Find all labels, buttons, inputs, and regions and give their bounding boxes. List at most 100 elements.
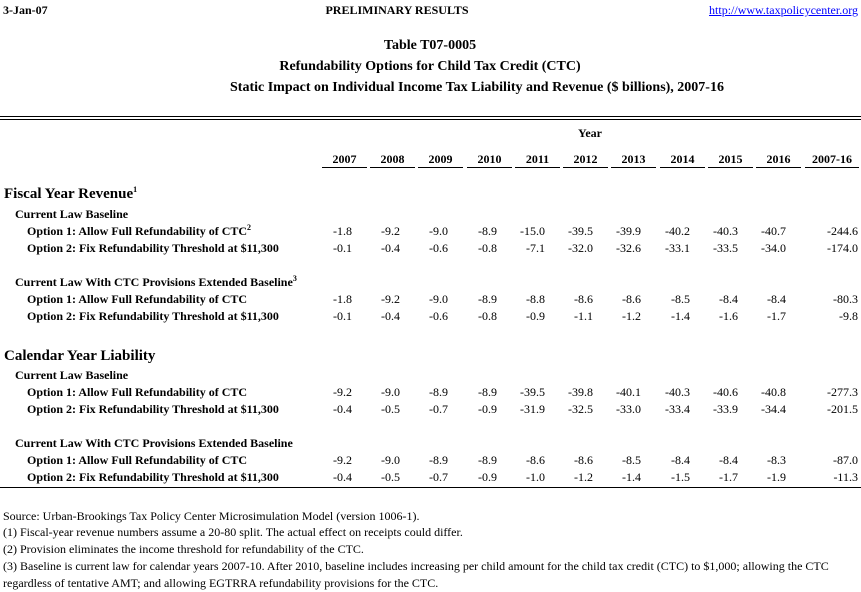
- group-title-text: Current Law With CTC Provisions Extended…: [15, 275, 293, 289]
- row-label-text: Option 1: Allow Full Refundability of CT…: [27, 292, 248, 306]
- rule: [563, 167, 608, 168]
- cell: -39.5: [520, 384, 545, 400]
- cell-text: -0.7: [429, 402, 448, 416]
- cell: -0.9: [478, 469, 497, 485]
- cell-text: -0.6: [429, 309, 448, 323]
- cell-text: -174.0: [827, 241, 858, 255]
- cell-text: -1.5: [671, 470, 690, 484]
- column-header: 2014: [483, 151, 861, 167]
- cell: -33.9: [713, 401, 738, 417]
- cell: -8.5: [622, 452, 641, 468]
- column-header: 2015: [531, 151, 861, 167]
- url: http://www.taxpolicycenter.org: [709, 2, 858, 18]
- cell: -0.5: [381, 469, 400, 485]
- cell-text: -40.6: [713, 385, 738, 399]
- cell: -31.9: [520, 401, 545, 417]
- cell: -1.5: [671, 469, 690, 485]
- column-header-text: 2007: [332, 152, 357, 166]
- column-header-text: 2016: [766, 152, 791, 166]
- cell-text: -0.9: [478, 470, 497, 484]
- cell-text: -1.2: [622, 309, 641, 323]
- cell: -8.3: [767, 452, 786, 468]
- cell: -8.8: [526, 291, 545, 307]
- cell-text: -8.6: [574, 292, 593, 306]
- cell: -174.0: [827, 240, 858, 256]
- cell: -0.7: [429, 401, 448, 417]
- cell: -1.1: [574, 308, 593, 324]
- cell-text: -1.4: [671, 309, 690, 323]
- cell-text: -9.8: [839, 309, 858, 323]
- cell: -0.6: [429, 240, 448, 256]
- column-header: 2010: [290, 151, 690, 167]
- cell: -0.5: [381, 401, 400, 417]
- cell-text: -1.6: [719, 309, 738, 323]
- column-header: 2012: [386, 151, 786, 167]
- cell-text: -39.8: [568, 385, 593, 399]
- rule: [0, 487, 861, 488]
- cell-text: -34.0: [761, 241, 786, 255]
- cell: -1.0: [526, 469, 545, 485]
- cell: -9.0: [381, 384, 400, 400]
- column-header: 2007: [145, 151, 545, 167]
- cell-text: -9.0: [381, 453, 400, 467]
- row-label-text: Option 1: Allow Full Refundability of CT…: [27, 453, 248, 467]
- cell: -0.4: [381, 240, 400, 256]
- group-title: Current Law Baseline: [15, 206, 128, 222]
- year-label-text: Year: [578, 126, 602, 140]
- cell-text: -40.3: [665, 385, 690, 399]
- note: Source: Urban-Brookings Tax Policy Cente…: [3, 508, 420, 524]
- note-text: (2) Provision eliminates the income thre…: [3, 542, 364, 556]
- cell: -0.6: [429, 308, 448, 324]
- cell: -0.4: [381, 308, 400, 324]
- title: Table T07-0005: [230, 38, 630, 54]
- cell: -34.0: [761, 240, 786, 256]
- cell: -277.3: [827, 384, 858, 400]
- cell: -1.7: [719, 469, 738, 485]
- column-header: 2008: [193, 151, 593, 167]
- cell: -1.6: [719, 308, 738, 324]
- cell-text: -11.3: [833, 470, 858, 484]
- row-label: Option 2: Fix Refundability Threshold at…: [27, 401, 279, 417]
- cell: -9.2: [333, 452, 352, 468]
- row-label: Option 2: Fix Refundability Threshold at…: [27, 469, 279, 485]
- cell-text: -8.6: [622, 292, 641, 306]
- column-header-text: 2011: [525, 152, 550, 166]
- column-header-text: 2009: [428, 152, 453, 166]
- column-header-text: 2014: [670, 152, 695, 166]
- cell: -1.7: [767, 308, 786, 324]
- cell-text: -0.5: [381, 402, 400, 416]
- cell-text: -40.1: [616, 385, 641, 399]
- cell-text: -0.5: [381, 470, 400, 484]
- rule: [467, 167, 512, 168]
- cell: -7.1: [526, 240, 545, 256]
- row-label-text: Option 2: Fix Refundability Threshold at…: [27, 241, 279, 255]
- column-header-text: 2007-16: [812, 152, 852, 166]
- cell-text: -32.0: [568, 241, 593, 255]
- cell-text: -0.4: [381, 241, 400, 255]
- cell-text: -8.4: [719, 453, 738, 467]
- column-header: 2011: [338, 151, 738, 167]
- cell: -15.0: [520, 223, 545, 239]
- cell: -201.5: [827, 401, 858, 417]
- cell: -8.9: [478, 223, 497, 239]
- note: (2) Provision eliminates the income thre…: [3, 541, 364, 557]
- status: PRELIMINARY RESULTS: [197, 2, 597, 18]
- cell-text: -8.6: [574, 453, 593, 467]
- cell: -8.9: [478, 384, 497, 400]
- cell-text: -1.9: [767, 470, 786, 484]
- cell: -0.9: [526, 308, 545, 324]
- cell-text: -1.0: [526, 470, 545, 484]
- cell-text: -0.4: [381, 309, 400, 323]
- cell: -0.4: [333, 469, 352, 485]
- cell-text: -8.4: [719, 292, 738, 306]
- cell-text: -9.0: [429, 292, 448, 306]
- row-label: Option 2: Fix Refundability Threshold at…: [27, 240, 279, 256]
- cell: -8.6: [574, 291, 593, 307]
- cell-text: -0.7: [429, 470, 448, 484]
- cell-text: -8.8: [526, 292, 545, 306]
- section-title-text: Calendar Year Liability: [4, 348, 156, 364]
- section-title: Fiscal Year Revenue1: [4, 186, 137, 203]
- cell-text: -9.2: [381, 224, 400, 238]
- cell: -8.6: [622, 291, 641, 307]
